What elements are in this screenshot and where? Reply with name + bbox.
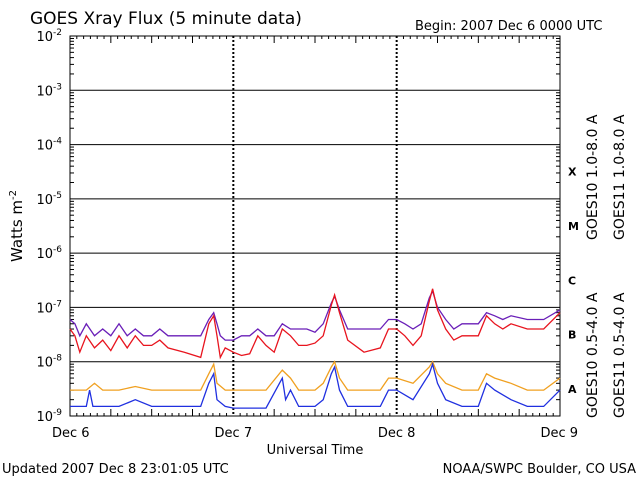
y-tick-label: 10-4	[36, 137, 62, 154]
y-tick-exponent: -6	[53, 245, 62, 255]
flare-class-x: X	[568, 166, 577, 179]
plot-area	[69, 35, 561, 417]
y-tick-label: 10-3	[36, 82, 62, 99]
y-axis-label-text: Watts m	[8, 200, 26, 262]
x-axis-tick-labels: Dec 6 Dec 7 Dec 8 Dec 9	[52, 426, 578, 441]
x-tick-label: Dec 6	[52, 426, 90, 441]
series-line-1	[69, 288, 561, 360]
y-tick-exponent: -4	[53, 137, 62, 147]
y-tick-base: 10	[36, 30, 53, 45]
y-axis-label-exponent: -2	[8, 190, 19, 200]
x-tick-label: Dec 7	[215, 426, 253, 441]
y-tick-label: 10-6	[36, 245, 62, 262]
y-axis-tick-labels: 10-210-310-410-510-610-710-810-9	[36, 28, 62, 425]
x-tick-label: Dec 9	[540, 426, 578, 441]
y-tick-base: 10	[36, 193, 53, 208]
credit-text: NOAA/SWPC Boulder, CO USA	[443, 462, 636, 477]
y-tick-label: 10-5	[36, 191, 62, 208]
y-tick-label: 10-7	[36, 299, 62, 316]
decade-gridlines	[70, 37, 560, 401]
y-tick-base: 10	[36, 410, 53, 425]
flare-class-labels: X M C B A	[568, 166, 579, 396]
y-tick-exponent: -3	[53, 82, 62, 92]
y-tick-label: 10-9	[36, 408, 62, 425]
y-tick-exponent: -8	[53, 354, 62, 364]
y-tick-label: 10-2	[36, 28, 62, 45]
x-axis-label: Universal Time	[267, 443, 364, 458]
y-tick-base: 10	[36, 356, 53, 371]
legend-goes10-long: GOES10 1.0-8.0 A	[585, 114, 601, 240]
plot-border	[69, 35, 561, 417]
flare-class-m: M	[568, 220, 579, 233]
y-tick-label: 10-8	[36, 354, 62, 371]
series-line-2	[70, 360, 561, 391]
legend-goes11-long: GOES11 1.0-8.0 A	[612, 114, 628, 240]
flare-class-c: C	[568, 274, 576, 287]
begin-label: Begin: 2007 Dec 6 0000 UTC	[415, 19, 602, 34]
series-line-0	[69, 289, 561, 341]
flare-class-b: B	[568, 329, 576, 342]
y-tick-exponent: -2	[53, 28, 62, 38]
y-axis-label: Watts m-2	[8, 190, 26, 262]
y-tick-exponent: -5	[53, 191, 62, 201]
y-tick-exponent: -9	[53, 408, 62, 418]
updated-timestamp: Updated 2007 Dec 8 23:01:05 UTC	[2, 462, 229, 477]
y-tick-base: 10	[36, 301, 53, 316]
legend-goes11-short: GOES11 0.5-4.0 A	[612, 292, 628, 418]
legend-goes10-short: GOES10 0.5-4.0 A	[585, 292, 601, 418]
flare-class-a: A	[568, 383, 577, 396]
series-line-3	[70, 361, 561, 409]
y-tick-base: 10	[36, 139, 53, 154]
y-tick-base: 10	[36, 84, 53, 99]
chart-title: GOES Xray Flux (5 minute data)	[30, 9, 302, 29]
y-tick-base: 10	[36, 247, 53, 262]
x-tick-label: Dec 8	[378, 426, 416, 441]
series-lines	[69, 288, 561, 409]
y-tick-exponent: -7	[53, 299, 62, 309]
